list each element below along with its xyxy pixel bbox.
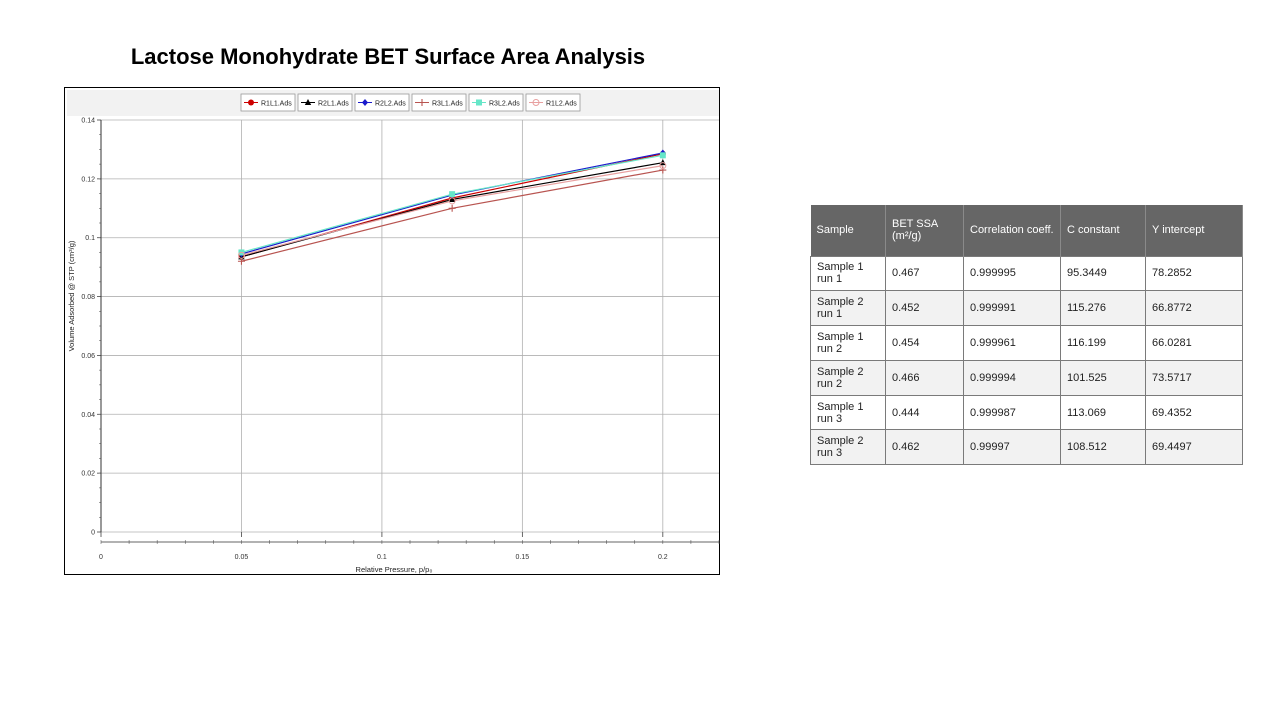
y-tick-label: 0.14 — [81, 118, 95, 125]
x-axis-label: Relative Pressure, p/p₀ — [356, 565, 433, 574]
legend-label: R2L2.Ads — [375, 101, 406, 108]
legend-item — [468, 93, 524, 112]
legend-marker — [362, 99, 368, 106]
cell-sample: Sample 1 run 3 — [810, 394, 886, 431]
cell-bet-ssa: 0.466 — [885, 359, 964, 396]
y-tick-label: 0.12 — [81, 176, 95, 183]
data-point — [659, 166, 667, 174]
legend-item — [354, 93, 410, 112]
cell-bet-ssa: 0.462 — [885, 429, 964, 466]
cell-c-constant: 95.3449 — [1060, 255, 1146, 292]
legend-item — [240, 93, 296, 112]
table-row: Sample 1 run 2 0.454 0.999961 116.199 66… — [810, 325, 1243, 361]
cell-correlation: 0.999995 — [963, 255, 1061, 292]
legend-marker — [248, 99, 254, 106]
table-row: Sample 2 run 1 0.452 0.999991 115.276 66… — [810, 290, 1243, 327]
cell-correlation: 0.999994 — [963, 359, 1061, 396]
x-tick-label: 0.1 — [377, 554, 387, 561]
cell-y-intercept: 78.2852 — [1145, 255, 1243, 292]
data-point — [659, 152, 666, 159]
y-axis-label: Volume Adsorbed @ STP (cm³/g) — [67, 240, 76, 351]
y-tick-label: 0 — [91, 530, 95, 537]
cell-y-intercept: 69.4497 — [1145, 429, 1243, 466]
y-tick-label: 0.04 — [81, 412, 95, 419]
y-tick-label: 0.02 — [81, 471, 95, 478]
cell-sample: Sample 1 run 2 — [810, 325, 886, 361]
table-row: Sample 1 run 3 0.444 0.999987 113.069 69… — [810, 394, 1243, 431]
data-point — [237, 251, 245, 259]
cell-c-constant: 113.069 — [1060, 394, 1146, 431]
cell-bet-ssa: 0.452 — [885, 290, 964, 327]
legend-item — [297, 93, 353, 112]
cell-correlation: 0.999961 — [963, 325, 1061, 361]
y-tick-label: 0.08 — [81, 294, 95, 301]
data-point — [448, 204, 456, 212]
legend-marker — [476, 99, 482, 106]
legend-marker — [304, 99, 312, 105]
y-tick-label: 0.1 — [85, 235, 95, 242]
bet-chart: R1L1.Ads R2L1.Ads R2L2.Ads R3L1.Ads R3L2.Ads… — [64, 87, 720, 575]
header-bet-ssa: BET SSA (m²/g) — [885, 205, 964, 256]
cell-y-intercept: 66.8772 — [1145, 290, 1243, 327]
slide-title: Lactose Monohydrate BET Surface Area Ana… — [130, 44, 646, 69]
legend-label: R3L1.Ads — [432, 101, 463, 108]
legend-marker — [532, 99, 540, 106]
cell-sample: Sample 1 run 1 — [810, 255, 886, 292]
header-sample: Sample — [810, 205, 886, 256]
cell-c-constant: 101.525 — [1060, 359, 1146, 396]
legend-label: R1L1.Ads — [261, 101, 292, 108]
table-row: Sample 2 run 3 0.462 0.99997 108.512 69.… — [810, 429, 1243, 466]
table-header-row: Sample BET SSA (m²/g) Correlation coeff.… — [810, 205, 1243, 256]
cell-sample: Sample 2 run 1 — [810, 290, 886, 327]
x-tick-label: 0.2 — [658, 554, 668, 561]
header-c-constant: C constant — [1060, 205, 1146, 256]
table-row: Sample 1 run 1 0.467 0.999995 95.3449 78… — [810, 255, 1243, 292]
cell-c-constant: 116.199 — [1060, 325, 1146, 361]
cell-bet-ssa: 0.444 — [885, 394, 964, 431]
cell-correlation: 0.99997 — [963, 429, 1061, 466]
x-tick-label: 0 — [99, 554, 103, 561]
cell-c-constant: 108.512 — [1060, 429, 1146, 466]
cell-correlation: 0.999991 — [963, 290, 1061, 327]
cell-c-constant: 115.276 — [1060, 290, 1146, 327]
table-row: Sample 2 run 2 0.466 0.999994 101.525 73… — [810, 359, 1243, 396]
data-point — [659, 162, 667, 170]
cell-bet-ssa: 0.454 — [885, 325, 964, 361]
cell-correlation: 0.999987 — [963, 394, 1061, 431]
header-y-intercept: Y intercept — [1145, 205, 1243, 256]
data-point — [449, 191, 456, 198]
bet-results-table: Sample BET SSA (m²/g) Correlation coeff.… — [810, 205, 1243, 466]
legend-item — [525, 93, 581, 112]
legend-item — [411, 93, 467, 112]
cell-bet-ssa: 0.467 — [885, 255, 964, 292]
chart-svg: R1L1.Ads R2L1.Ads R2L2.Ads R3L1.Ads R3L2.Ads… — [67, 90, 720, 574]
legend-label: R1L2.Ads — [546, 101, 577, 108]
cell-y-intercept: 73.5717 — [1145, 359, 1243, 396]
cell-y-intercept: 69.4352 — [1145, 394, 1243, 431]
x-tick-label: 0.15 — [516, 554, 530, 561]
legend-label: R3L2.Ads — [489, 101, 520, 108]
data-point — [448, 195, 456, 202]
x-tick-label: 0.05 — [235, 554, 249, 561]
plot-area — [101, 120, 719, 532]
header-correlation: Correlation coeff. — [963, 205, 1061, 256]
legend-marker — [418, 99, 426, 106]
data-point — [237, 257, 245, 265]
cell-sample: Sample 2 run 3 — [810, 429, 886, 466]
data-point — [448, 197, 456, 205]
y-tick-label: 0.06 — [81, 353, 95, 360]
cell-sample: Sample 2 run 2 — [810, 359, 886, 396]
cell-y-intercept: 66.0281 — [1145, 325, 1243, 361]
legend-label: R2L1.Ads — [318, 101, 349, 108]
